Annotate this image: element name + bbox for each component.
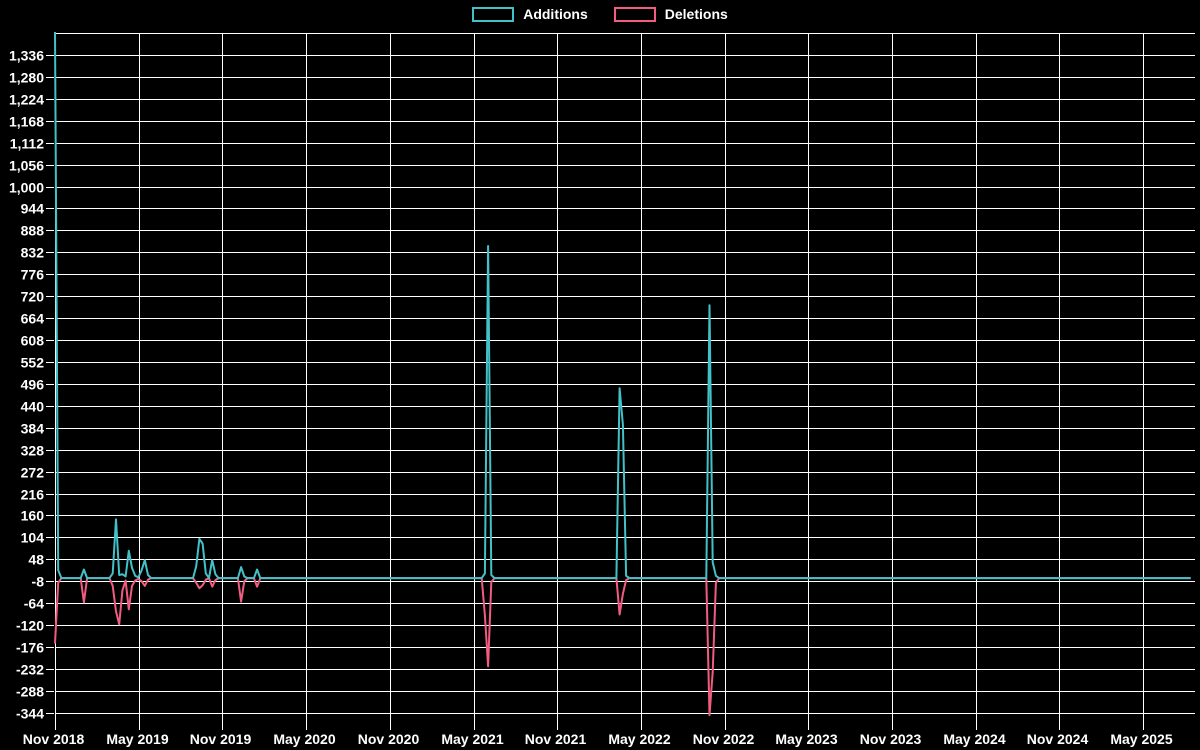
x-axis-label: Nov 2021 bbox=[525, 731, 587, 747]
y-axis-label: 832 bbox=[21, 245, 45, 261]
additions-swatch-icon bbox=[472, 6, 515, 22]
y-axis-label: 888 bbox=[21, 223, 45, 239]
y-axis-label: -8 bbox=[32, 574, 45, 590]
y-axis-label: 272 bbox=[21, 465, 45, 481]
y-axis-label: -288 bbox=[16, 684, 44, 700]
x-axis-label: May 2020 bbox=[273, 731, 335, 747]
legend-item-deletions[interactable]: Deletions bbox=[613, 6, 728, 22]
y-axis-label: -232 bbox=[16, 662, 44, 678]
y-axis-label: 328 bbox=[21, 443, 45, 459]
y-axis-label: 1,336 bbox=[9, 48, 44, 64]
axis-ticks bbox=[46, 55, 1144, 730]
y-axis-label: 776 bbox=[21, 267, 45, 283]
y-axis-label: 104 bbox=[21, 530, 45, 546]
y-axis-label: 608 bbox=[21, 333, 45, 349]
x-axis-label: May 2019 bbox=[106, 731, 168, 747]
y-axis-label: 384 bbox=[21, 421, 45, 437]
legend-label-additions: Additions bbox=[523, 6, 588, 22]
deletions-line bbox=[54, 577, 1191, 717]
y-axis-label: 664 bbox=[21, 311, 45, 327]
y-axis-label: 720 bbox=[21, 289, 45, 305]
legend-label-deletions: Deletions bbox=[664, 6, 728, 22]
y-axis-label: 1,112 bbox=[10, 136, 44, 152]
y-axis-label: 1,280 bbox=[9, 70, 44, 86]
y-axis-label: -64 bbox=[24, 596, 44, 612]
y-axis-label: 48 bbox=[28, 552, 44, 568]
y-axis-label: -120 bbox=[16, 618, 44, 634]
y-axis-label: 216 bbox=[21, 487, 45, 503]
x-axis-label: Nov 2023 bbox=[860, 731, 922, 747]
y-axis-label: 1,224 bbox=[9, 92, 44, 108]
y-axis-label: 1,000 bbox=[9, 180, 44, 196]
y-axis-label: 496 bbox=[21, 377, 45, 393]
deletions-swatch-icon bbox=[613, 6, 656, 22]
x-axis-label: May 2025 bbox=[1110, 731, 1172, 747]
y-axis-label: 440 bbox=[21, 399, 45, 415]
x-axis-label: May 2024 bbox=[943, 731, 1005, 747]
axis-labels: Nov 2018 May 2019 Nov 2019 May 2020 Nov 2020… bbox=[9, 48, 1173, 748]
x-axis-label: Nov 2024 bbox=[1027, 731, 1089, 747]
x-axis-label: May 2021 bbox=[441, 731, 503, 747]
y-axis-label: 160 bbox=[21, 508, 45, 524]
x-axis-label: Nov 2020 bbox=[358, 731, 420, 747]
legend-item-additions[interactable]: Additions bbox=[472, 6, 588, 22]
y-axis-label: 944 bbox=[21, 201, 45, 217]
y-axis-label: -176 bbox=[16, 640, 44, 656]
y-axis-label: -344 bbox=[16, 706, 44, 722]
x-axis-label: Nov 2022 bbox=[693, 731, 755, 747]
y-axis-label: 1,168 bbox=[9, 114, 44, 130]
x-axis-label: Nov 2018 bbox=[23, 731, 85, 747]
grid-lines bbox=[55, 33, 1195, 723]
x-axis-label: Nov 2019 bbox=[190, 731, 252, 747]
y-axis-label: 1,056 bbox=[9, 158, 44, 174]
x-axis-label: May 2023 bbox=[775, 731, 837, 747]
x-axis-label: May 2022 bbox=[608, 731, 670, 747]
y-axis-label: 552 bbox=[21, 355, 45, 371]
chart-legend: Additions Deletions bbox=[0, 6, 1200, 22]
additions-line bbox=[54, 32, 1191, 580]
